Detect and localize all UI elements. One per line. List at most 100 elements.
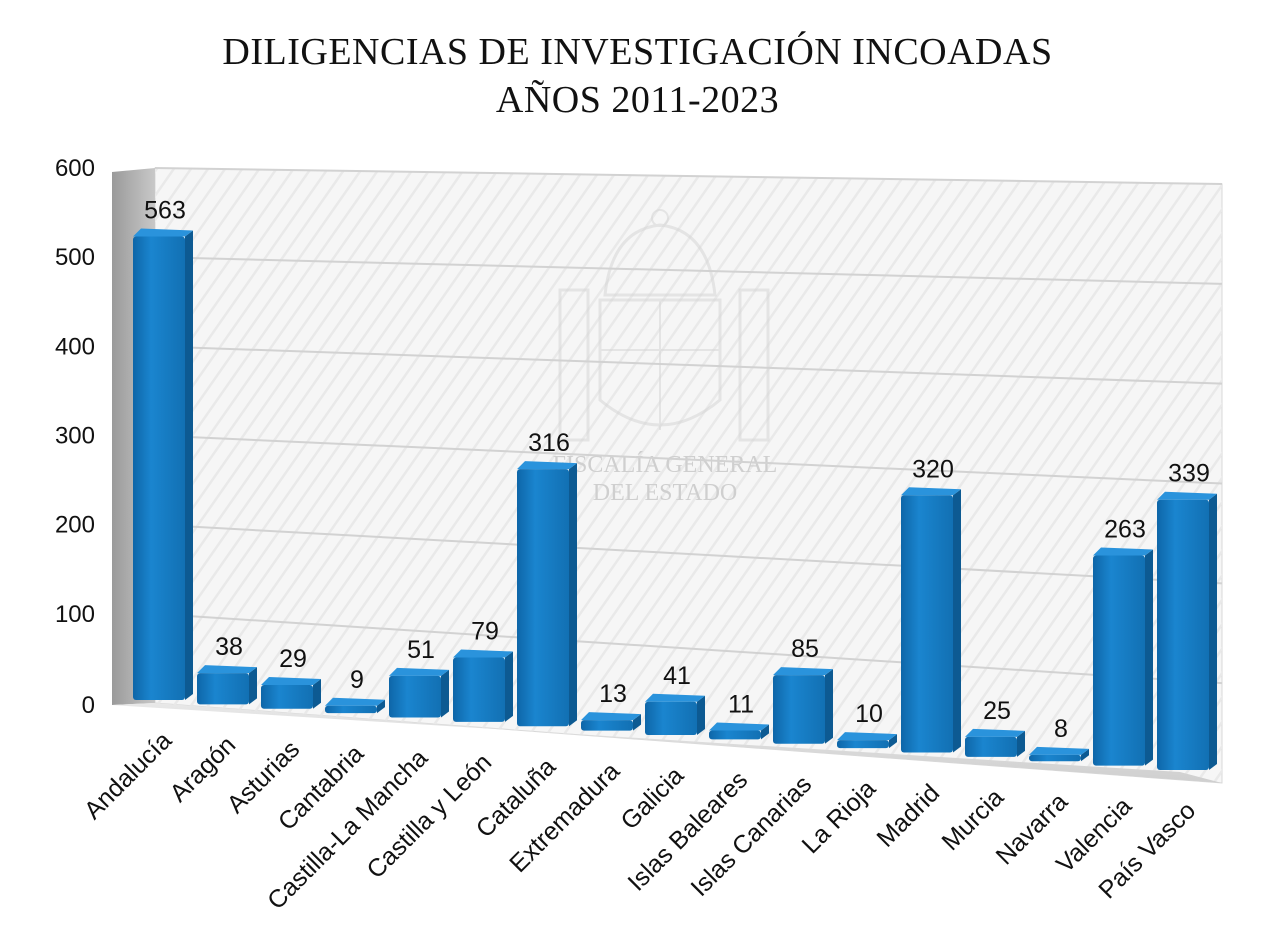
gridline — [154, 612, 1223, 685]
gridline — [154, 167, 1223, 185]
data-label: 25 — [983, 697, 1011, 725]
bar-front — [709, 730, 761, 740]
y-tick-label: 400 — [55, 333, 95, 360]
bar-front — [645, 701, 697, 735]
bar-top — [389, 667, 449, 676]
bar — [197, 665, 257, 705]
data-label: 29 — [279, 645, 307, 673]
data-label: 13 — [599, 680, 627, 708]
chart-title-line-1: DILIGENCIAS DE INVESTIGACIÓN INCOADAS — [222, 31, 1053, 73]
data-label: 10 — [855, 700, 883, 728]
bar — [645, 693, 705, 735]
bar-side — [697, 695, 705, 735]
bar-front — [837, 740, 889, 749]
bar-front — [1029, 754, 1081, 762]
bar-front — [325, 705, 377, 714]
bar-top — [645, 693, 705, 702]
bar-top — [453, 649, 513, 658]
bar — [325, 697, 385, 714]
data-label: 320 — [912, 455, 954, 483]
bar — [773, 667, 833, 744]
x-tick-label: Islas Canarias — [685, 770, 817, 902]
y-tick-label: 600 — [55, 155, 95, 182]
bar — [709, 722, 769, 740]
x-tick-label: Islas Baleares — [622, 766, 753, 897]
bar-top — [1093, 547, 1153, 556]
bar-top — [965, 728, 1025, 737]
y-tick-label: 0 — [82, 692, 95, 719]
y-tick-label: 300 — [55, 423, 95, 450]
bar-front — [389, 675, 441, 718]
bar-top — [197, 665, 257, 674]
bar-side — [249, 667, 257, 705]
bar-front — [901, 495, 953, 753]
bar-top — [773, 667, 833, 676]
data-label: 11 — [728, 690, 754, 718]
bar-side — [1017, 730, 1025, 757]
bar — [389, 667, 449, 718]
y-tick-label: 500 — [55, 244, 95, 271]
bar — [517, 461, 577, 727]
bar-front — [133, 236, 185, 700]
bar-front — [261, 684, 313, 709]
bar — [261, 676, 321, 709]
bar-front — [581, 720, 633, 731]
bar-side — [761, 724, 769, 740]
bar-side — [633, 714, 641, 731]
bar — [965, 728, 1025, 757]
bar-side — [1209, 493, 1217, 770]
data-label: 79 — [471, 617, 499, 645]
gridline — [154, 345, 1223, 385]
bar-front — [453, 657, 505, 722]
bar-front — [197, 673, 249, 705]
bar — [1093, 547, 1153, 766]
bar-front — [517, 469, 569, 727]
data-label: 38 — [215, 633, 243, 661]
chart-floor — [112, 703, 1222, 783]
data-label: 85 — [791, 635, 819, 663]
gridline — [154, 434, 1223, 485]
bar-side — [1145, 549, 1153, 766]
y-tick-label: 200 — [55, 512, 95, 539]
bar-top — [133, 228, 193, 237]
bar-side — [377, 699, 385, 714]
x-tick-label: Andalucía — [79, 726, 177, 824]
x-tick-label: Madrid — [871, 779, 945, 853]
bar — [837, 732, 897, 749]
bar-side — [441, 669, 449, 718]
bar-front — [1157, 499, 1209, 770]
bar-side — [505, 651, 513, 722]
bar — [1029, 746, 1089, 762]
bar — [453, 649, 513, 722]
bar-top — [261, 676, 321, 685]
watermark-text-2: DEL ESTADO — [593, 480, 738, 506]
bar — [133, 228, 193, 700]
data-label: 563 — [144, 196, 186, 224]
bar-top — [581, 712, 641, 721]
watermark-text-1: FISCALÍA GENERAL — [553, 452, 778, 478]
data-label: 41 — [663, 662, 691, 690]
bar-top — [1029, 746, 1089, 755]
bar-side — [313, 678, 321, 709]
bar-front — [1093, 555, 1145, 766]
bar — [1157, 491, 1217, 770]
chart-title-line-2: AÑOS 2011-2023 — [495, 79, 780, 121]
data-label: 9 — [350, 666, 364, 694]
bar — [581, 712, 641, 731]
bar-side — [825, 669, 833, 744]
bar-side — [953, 489, 961, 753]
bar-side — [1081, 748, 1089, 762]
bar-top — [325, 697, 385, 706]
bar — [901, 487, 961, 753]
data-label: 8 — [1054, 715, 1068, 743]
bar-side — [569, 463, 577, 727]
gridline — [154, 256, 1223, 285]
data-label: 263 — [1104, 516, 1146, 544]
bar-side — [185, 230, 193, 700]
y-tick-label: 100 — [55, 601, 95, 628]
bar-front — [965, 736, 1017, 757]
bar-side — [889, 734, 897, 749]
bar-top — [837, 732, 897, 741]
bar-top — [709, 722, 769, 731]
